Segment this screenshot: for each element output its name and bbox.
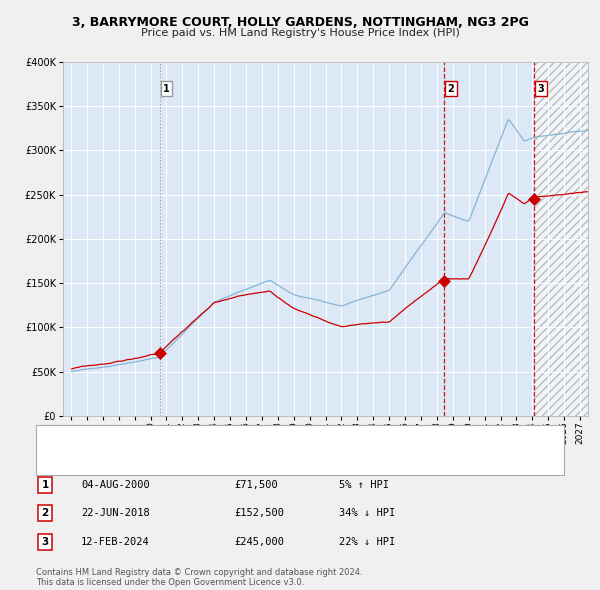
Text: Contains HM Land Registry data © Crown copyright and database right 2024.
This d: Contains HM Land Registry data © Crown c… <box>36 568 362 587</box>
Bar <box>534 62 588 416</box>
Text: 3: 3 <box>538 84 544 93</box>
Text: 12-FEB-2024: 12-FEB-2024 <box>81 537 150 546</box>
Text: 22-JUN-2018: 22-JUN-2018 <box>81 509 150 518</box>
Text: 22% ↓ HPI: 22% ↓ HPI <box>339 537 395 546</box>
Bar <box>534 62 588 416</box>
Text: —: — <box>45 455 60 470</box>
Text: £152,500: £152,500 <box>234 509 284 518</box>
Text: 3, BARRYMORE COURT, HOLLY GARDENS, NOTTINGHAM, NG3 2PG: 3, BARRYMORE COURT, HOLLY GARDENS, NOTTI… <box>71 16 529 29</box>
Text: 34% ↓ HPI: 34% ↓ HPI <box>339 509 395 518</box>
Text: £71,500: £71,500 <box>234 480 278 490</box>
Text: 2: 2 <box>41 509 49 518</box>
Text: HPI: Average price, detached house, City of Nottingham: HPI: Average price, detached house, City… <box>69 458 335 467</box>
Text: 04-AUG-2000: 04-AUG-2000 <box>81 480 150 490</box>
Text: Price paid vs. HM Land Registry's House Price Index (HPI): Price paid vs. HM Land Registry's House … <box>140 28 460 38</box>
Text: 5% ↑ HPI: 5% ↑ HPI <box>339 480 389 490</box>
Text: 3: 3 <box>41 537 49 546</box>
Text: 1: 1 <box>41 480 49 490</box>
Text: 1: 1 <box>163 84 170 93</box>
Text: 3, BARRYMORE COURT, HOLLY GARDENS, NOTTINGHAM, NG3 2PG (detached house): 3, BARRYMORE COURT, HOLLY GARDENS, NOTTI… <box>69 434 466 443</box>
Text: 2: 2 <box>448 84 454 93</box>
Text: —: — <box>45 431 60 447</box>
Text: £245,000: £245,000 <box>234 537 284 546</box>
